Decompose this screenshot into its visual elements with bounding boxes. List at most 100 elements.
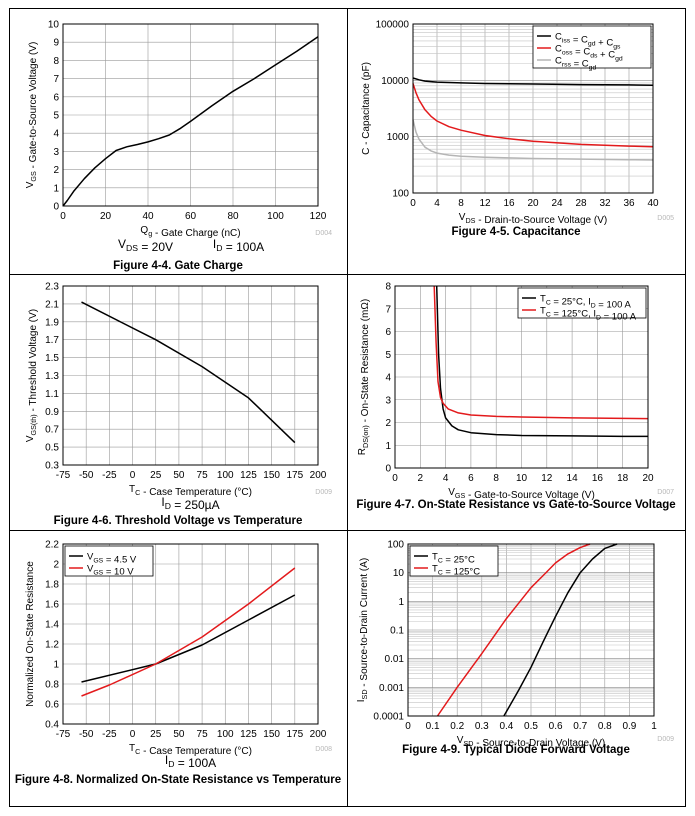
y-tick-label: 1000 bbox=[387, 132, 410, 143]
x-tick-label: 0.4 bbox=[499, 721, 513, 732]
y-tick-label: 1 bbox=[53, 660, 59, 671]
figure-title: Figure 4-6. Threshold Voltage vs Tempera… bbox=[54, 515, 303, 527]
legend-entry-1: TC = 125°C bbox=[432, 564, 480, 578]
x-tick-label: 16 bbox=[503, 198, 515, 209]
x-tick-label: 125 bbox=[240, 729, 257, 740]
y-tick-label: 3 bbox=[385, 395, 391, 406]
x-tick-label: -25 bbox=[102, 470, 117, 481]
y-tick-label: 0.1 bbox=[390, 626, 404, 637]
figure-code: D004 bbox=[315, 230, 332, 237]
y-axis-label: RDS(on) - On-State Resistance (mΩ) bbox=[357, 299, 371, 455]
y-tick-label: 0 bbox=[385, 464, 391, 475]
x-tick-label: 0 bbox=[130, 470, 136, 481]
y-tick-label: 10 bbox=[393, 568, 405, 579]
chart-normalized-ron: -75 -50 -25 0 25 50 75 100 125 150 175 200 0.4 0.6 0.8… bbox=[15, 540, 341, 787]
x-axis-label: TC - Case Temperature (°C) bbox=[129, 484, 252, 498]
plot-border bbox=[62, 543, 319, 725]
legend-entry-1: Coss = Cds + Cgd bbox=[555, 44, 623, 63]
y-tick-label: 10 bbox=[48, 20, 60, 31]
x-tick-label: 0 bbox=[392, 473, 398, 484]
y-tick-label: 4 bbox=[385, 373, 391, 384]
x-tick-label: 18 bbox=[617, 473, 629, 484]
legend-box bbox=[517, 287, 647, 319]
x-tick-label: -50 bbox=[79, 470, 94, 481]
table-frame bbox=[9, 8, 686, 807]
y-tick-label: 2.2 bbox=[45, 540, 59, 551]
x-tick-label: 60 bbox=[185, 211, 197, 222]
y-tick-label: 1 bbox=[53, 183, 59, 194]
y-tick-label: 0.8 bbox=[45, 680, 59, 691]
series-line-0 bbox=[81, 594, 296, 683]
y-tick-label: 8 bbox=[385, 282, 391, 293]
x-tick-label: 6 bbox=[468, 473, 474, 484]
y-axis-label: ISD - Source-to-Drain Current (A) bbox=[356, 558, 370, 702]
x-axis-label: Qg - Gate Charge (nC) bbox=[140, 225, 240, 239]
legend-entry-0: VGS = 4.5 V bbox=[87, 552, 137, 566]
x-tick-label: 150 bbox=[263, 729, 280, 740]
x-tick-label: 25 bbox=[150, 729, 162, 740]
figure-title: Figure 4-9. Typical Diode Forward Voltag… bbox=[402, 744, 630, 756]
x-tick-label: 20 bbox=[642, 473, 654, 484]
x-tick-label: 40 bbox=[142, 211, 154, 222]
y-tick-label: 3 bbox=[53, 147, 59, 158]
x-tick-label: 75 bbox=[197, 470, 209, 481]
figure-code: D005 bbox=[657, 215, 674, 222]
y-tick-label: 0.3 bbox=[45, 461, 59, 472]
series-line-1 bbox=[433, 285, 649, 420]
figure-title: Figure 4-5. Capacitance bbox=[451, 226, 580, 238]
legend-entry-1: TC = 125°C, ID = 100 A bbox=[540, 306, 637, 323]
y-tick-label: 1.7 bbox=[45, 335, 59, 346]
plot-border bbox=[62, 23, 319, 207]
y-tick-label: 2 bbox=[385, 418, 391, 429]
figure-code: D008 bbox=[315, 746, 332, 753]
figure-code: D007 bbox=[657, 489, 674, 496]
y-tick-label: 1.4 bbox=[45, 620, 59, 631]
gridlines bbox=[62, 23, 319, 207]
x-tick-label: 4 bbox=[434, 198, 440, 209]
series-line-2 bbox=[412, 119, 654, 161]
x-tick-label: 175 bbox=[286, 729, 303, 740]
x-tick-label: 0.1 bbox=[426, 721, 440, 732]
y-tick-label: 0.9 bbox=[45, 407, 59, 418]
series-line-0 bbox=[412, 77, 654, 86]
figure-title: Figure 4-7. On-State Resistance vs Gate-… bbox=[356, 499, 675, 511]
x-tick-label: 8 bbox=[458, 198, 464, 209]
x-tick-label: 0.5 bbox=[524, 721, 538, 732]
chart-threshold: -75 -50 -25 0 25 50 75 100 125 150 175 200 0.3 0.5 0.7… bbox=[25, 282, 332, 528]
x-tick-label: -75 bbox=[56, 729, 71, 740]
x-tick-label: 0.6 bbox=[549, 721, 563, 732]
x-tick-label: 0 bbox=[405, 721, 411, 732]
series-line-0 bbox=[81, 301, 296, 444]
x-tick-label: 175 bbox=[286, 470, 303, 481]
y-tick-label: 5 bbox=[385, 350, 391, 361]
y-tick-label: 8 bbox=[53, 56, 59, 67]
x-tick-label: 0.8 bbox=[598, 721, 612, 732]
legend: TC = 25°C, ID = 100 ATC = 125°C, ID = 10… bbox=[517, 287, 647, 323]
x-tick-label: 4 bbox=[443, 473, 449, 484]
legend-box bbox=[409, 545, 499, 577]
figure-code: D009 bbox=[657, 736, 674, 743]
legend-entry-0: TC = 25°C, ID = 100 A bbox=[540, 294, 631, 311]
figure-code: D009 bbox=[315, 489, 332, 496]
y-axis-label: VGS - Gate-to-Source Voltage (V) bbox=[25, 42, 39, 189]
legend: TC = 25°CTC = 125°C bbox=[409, 545, 499, 578]
x-tick-label: 200 bbox=[310, 470, 327, 481]
x-tick-label: 120 bbox=[310, 211, 327, 222]
series-line-0 bbox=[62, 36, 319, 207]
x-tick-label: 1 bbox=[651, 721, 657, 732]
y-tick-label: 0.5 bbox=[45, 443, 59, 454]
series-line-1 bbox=[412, 83, 654, 148]
series-line-0 bbox=[503, 543, 618, 717]
x-tick-label: 20 bbox=[527, 198, 539, 209]
y-tick-label: 1.5 bbox=[45, 353, 59, 364]
chart-gate-charge: 0 20 40 60 80 100 120 0 1 2 3 4 5 6 7 8 9 10 Qg - Gate Cha… bbox=[25, 20, 332, 273]
y-tick-label: 100 bbox=[392, 189, 409, 200]
y-tick-label: 1.9 bbox=[45, 317, 59, 328]
x-tick-label: 50 bbox=[173, 470, 185, 481]
x-tick-label: 150 bbox=[263, 470, 280, 481]
legend-entry-0: Ciss = Cgd + Cgs bbox=[555, 32, 621, 51]
x-tick-label: 80 bbox=[227, 211, 239, 222]
y-tick-label: 1.1 bbox=[45, 389, 59, 400]
